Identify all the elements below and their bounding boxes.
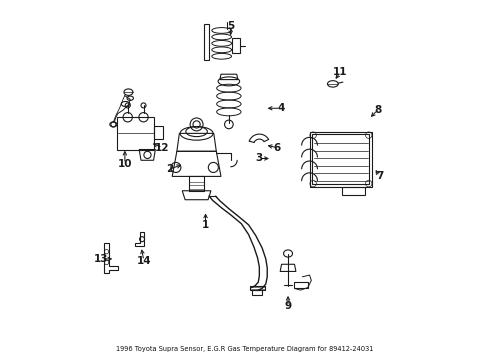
Text: 5: 5 (227, 21, 234, 31)
Text: 4: 4 (277, 103, 285, 113)
Text: 3: 3 (256, 153, 263, 163)
Text: 14: 14 (137, 256, 151, 266)
Text: 8: 8 (374, 105, 381, 115)
Text: 11: 11 (333, 67, 347, 77)
Text: 1996 Toyota Supra Sensor, E.G.R Gas Temperature Diagram for 89412-24031: 1996 Toyota Supra Sensor, E.G.R Gas Temp… (116, 346, 374, 352)
Text: 12: 12 (155, 143, 170, 153)
Text: 6: 6 (273, 143, 281, 153)
Text: 10: 10 (118, 159, 132, 169)
Text: 2: 2 (166, 164, 173, 174)
Text: 13: 13 (94, 254, 109, 264)
Text: 7: 7 (376, 171, 383, 181)
Text: 1: 1 (202, 220, 209, 230)
Text: 9: 9 (285, 301, 292, 311)
